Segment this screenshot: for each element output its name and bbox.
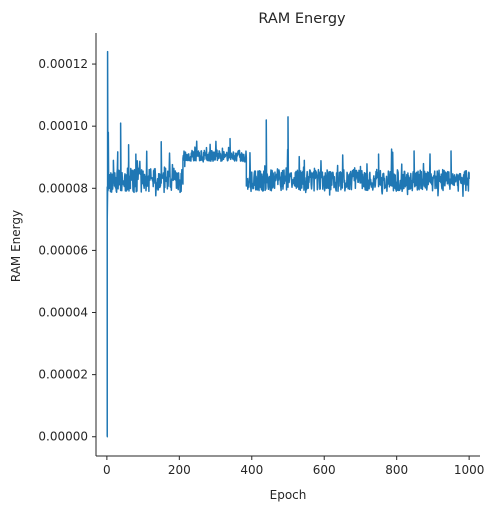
x-tick-label: 0 [103, 463, 111, 477]
x-tick-label: 400 [240, 463, 263, 477]
series-layer [106, 50, 470, 438]
x-ticks: 0 200 400 600 800 1000 [103, 456, 484, 477]
y-tick-label: 0.00012 [38, 57, 88, 71]
y-axis-label: RAM Energy [9, 210, 23, 282]
y-tick-label: 0.00006 [38, 243, 88, 257]
x-axis-label: Epoch [270, 488, 307, 502]
x-tick-label: 600 [313, 463, 336, 477]
series-line [106, 50, 470, 438]
y-tick-label: 0.00008 [38, 181, 88, 195]
y-tick-label: 0.00004 [38, 306, 88, 320]
x-tick-label: 800 [385, 463, 408, 477]
y-ticks: 0.00000 0.00002 0.00004 0.00006 0.00008 0.000… [38, 57, 96, 444]
plot-area: 0 200 400 600 800 1000 0.000000.000020.000040… [38, 33, 484, 477]
y-tick-label: 0.00002 [38, 368, 88, 382]
y-tick-label: 0.00010 [38, 119, 88, 133]
chart-title: RAM Energy [258, 11, 346, 27]
x-tick-label: 1000 [454, 463, 485, 477]
y-tick-label: 0.00000 [38, 430, 88, 444]
x-tick-label: 200 [168, 463, 191, 477]
